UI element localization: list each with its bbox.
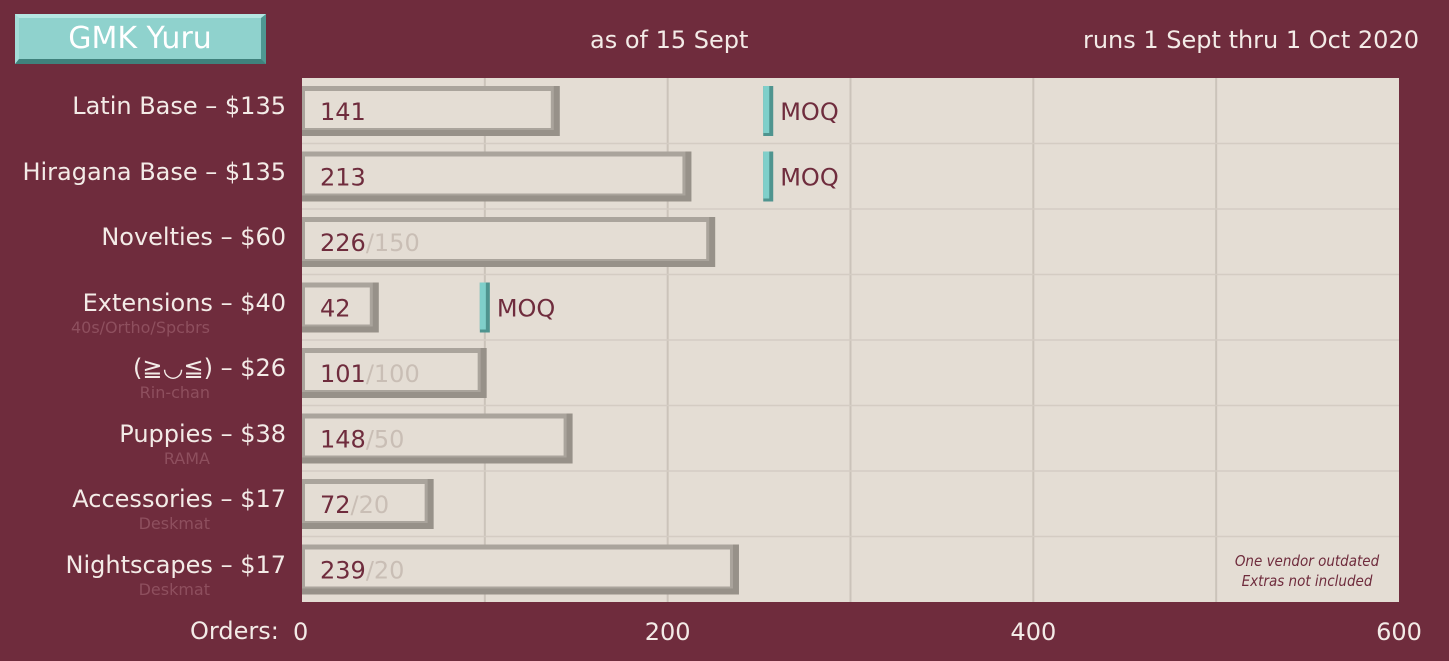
target-label: /50	[366, 426, 405, 454]
category-sublabel: 40s/Ortho/Spcbrs	[70, 317, 210, 337]
annotation-note: One vendor outdated Extras not included	[1222, 551, 1392, 591]
moq-label: MOQ	[780, 164, 839, 192]
x-tick-label: 400	[1010, 618, 1057, 646]
annotation-line-2: Extras not included	[1241, 572, 1373, 590]
moq-marker-face	[763, 86, 770, 133]
x-tick-label: 600	[1376, 618, 1422, 646]
target-label: /20	[351, 491, 390, 519]
category-label: Nightscapes – $17	[65, 550, 286, 579]
bar-face	[305, 287, 370, 325]
annotation-line-1: One vendor outdated	[1234, 552, 1380, 570]
category-label: (≧◡≦) – $26	[133, 354, 286, 382]
moq-label: MOQ	[780, 98, 839, 126]
bar-face	[305, 353, 478, 390]
bar-face	[305, 484, 425, 521]
value-label: 239/20	[320, 557, 404, 585]
category-label: Hiragana Base – $135	[22, 157, 286, 186]
category-sublabel: Rin-chan	[139, 383, 210, 402]
category-label: Novelties – $60	[101, 223, 286, 251]
bar-chart: 141 MOQ 213 MOQ 226/150 42 MOQ 101/100 148/50 72/…	[302, 78, 1399, 602]
category-label: Puppies – $38	[119, 419, 286, 448]
category-label: Accessories – $17	[72, 485, 286, 513]
category-sublabel: RAMA	[163, 448, 210, 468]
bar-face	[305, 549, 730, 587]
target-label: /20	[366, 557, 405, 585]
value-label: 101/100	[320, 360, 420, 388]
title-badge: GMK Yuru	[15, 14, 266, 64]
plot-area: 141 MOQ 213 MOQ 226/150 42 MOQ 101/100 148/50 72/…	[302, 78, 1399, 602]
category-label: Latin Base – $135	[72, 92, 286, 120]
bar-face	[305, 156, 683, 194]
target-label: /100	[366, 360, 420, 388]
chart-title: GMK Yuru	[68, 21, 212, 56]
bar-face	[305, 222, 707, 259]
moq-marker-face	[479, 282, 486, 330]
chart-subtitle: as of 15 Sept	[590, 26, 749, 54]
bar-face	[305, 91, 551, 128]
value-label: 42	[320, 295, 351, 323]
x-tick-label: 0	[293, 618, 309, 646]
category-sublabel: Deskmat	[138, 579, 210, 599]
category-label: Extensions – $40	[82, 288, 286, 317]
moq-label: MOQ	[497, 295, 556, 323]
value-label: 148/50	[320, 426, 404, 454]
value-label: 141	[320, 98, 366, 126]
category-sublabel: Deskmat	[138, 514, 210, 533]
value-label: 226/150	[320, 229, 420, 257]
value-label: 213	[320, 164, 366, 192]
x-axis-label: Orders:	[190, 617, 279, 645]
moq-marker-face	[763, 151, 770, 199]
bar-face	[305, 418, 564, 456]
x-tick-label: 200	[644, 618, 691, 646]
target-label: /150	[366, 229, 420, 257]
run-dates: runs 1 Sept thru 1 Oct 2020	[1082, 26, 1419, 54]
value-label: 72/20	[320, 491, 389, 519]
